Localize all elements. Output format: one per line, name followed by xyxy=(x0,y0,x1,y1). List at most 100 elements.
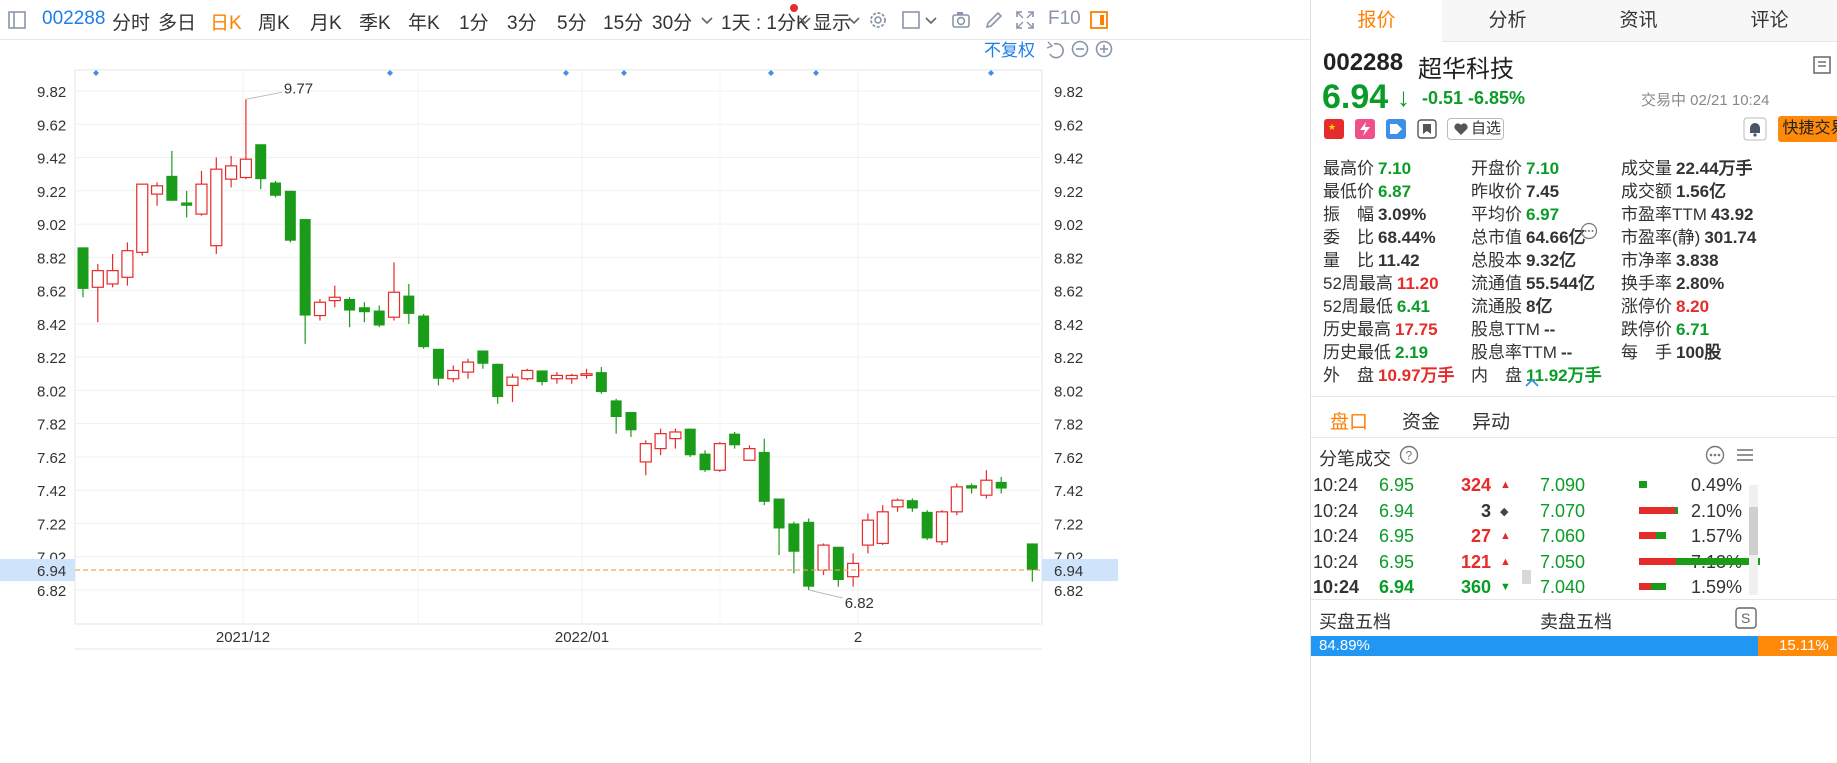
candle-body xyxy=(684,428,696,456)
help-icon[interactable]: ? xyxy=(1398,444,1420,466)
tab-capital[interactable]: 资金 xyxy=(1402,412,1441,433)
bell-icon[interactable] xyxy=(1743,117,1767,141)
candle xyxy=(121,242,134,286)
candle-body xyxy=(91,270,104,288)
fullscreen-icon[interactable] xyxy=(1014,9,1036,31)
more-icon[interactable] xyxy=(1704,444,1726,466)
candle xyxy=(684,428,696,457)
add-watchlist-button[interactable]: 自选 xyxy=(1447,118,1504,140)
candle xyxy=(255,144,267,190)
tab-comments[interactable]: 评论 xyxy=(1750,10,1789,31)
tick-time: 10:24 xyxy=(1313,475,1359,495)
pencil-icon[interactable] xyxy=(983,9,1005,31)
y-tick-label: 9.02 xyxy=(37,217,66,234)
stat-item: 52周最高 11.20 xyxy=(1323,269,1439,294)
menu-icon[interactable] xyxy=(1733,444,1757,466)
quick-trade-button[interactable]: 快捷交易 xyxy=(1778,116,1837,142)
chevron-down-icon[interactable] xyxy=(794,9,816,31)
candle xyxy=(313,298,327,321)
zoom-out-icon[interactable] xyxy=(1071,40,1089,58)
tag-icon xyxy=(1386,119,1406,139)
svg-text:★: ★ xyxy=(1328,122,1336,132)
display-menu[interactable]: 显示 xyxy=(813,13,852,34)
chevron-up-icon[interactable] xyxy=(1523,377,1541,389)
tick-volume: 324 xyxy=(1460,475,1491,495)
period-tab[interactable]: 5分 xyxy=(557,13,587,34)
stat-value: 1.56亿 xyxy=(1676,182,1727,201)
candle-body xyxy=(729,433,741,446)
stat-item: 量 比 11.42 xyxy=(1323,246,1420,271)
undo-icon[interactable] xyxy=(1046,41,1064,59)
stat-label: 成交量 xyxy=(1621,159,1672,178)
camera-icon[interactable] xyxy=(950,9,972,31)
zoom-in-icon[interactable] xyxy=(1095,40,1113,58)
candle-body xyxy=(195,183,208,215)
list-icon[interactable] xyxy=(1811,54,1833,76)
no-restore-toggle[interactable]: 不复权 xyxy=(984,41,1035,60)
period-tab[interactable]: 15分 xyxy=(603,13,644,34)
scrollbar-thumb[interactable] xyxy=(1522,570,1531,584)
candle xyxy=(610,398,622,434)
period-tab-active[interactable]: 日K xyxy=(210,13,242,34)
candle xyxy=(299,219,311,344)
chevron-down-icon[interactable] xyxy=(696,9,718,31)
tick-direction-icon: ▲ xyxy=(1500,479,1511,491)
svg-text:S: S xyxy=(1741,610,1750,626)
tab-news[interactable]: 资讯 xyxy=(1619,10,1658,31)
candle-body xyxy=(950,486,963,513)
period-tab[interactable]: 季K xyxy=(359,13,391,34)
period-tab[interactable]: 多日 xyxy=(158,13,197,34)
stat-label: 总市值 xyxy=(1471,228,1522,247)
svg-text:?: ? xyxy=(1406,449,1413,463)
stat-item: 最高价 7.10 xyxy=(1323,154,1411,179)
dist-bar-red xyxy=(1639,583,1651,590)
gear-icon[interactable] xyxy=(867,9,889,31)
period-tab[interactable]: 月K xyxy=(310,13,342,34)
tab-quote[interactable]: 报价 xyxy=(1311,0,1442,42)
price-change-pct: -6.85% xyxy=(1468,88,1526,108)
stat-label: 涨停价 xyxy=(1621,297,1672,316)
period-tab[interactable]: 周K xyxy=(258,13,290,34)
candle xyxy=(492,363,504,404)
period-tab[interactable]: 3分 xyxy=(507,13,537,34)
low-label: 6.82 xyxy=(845,595,874,612)
chevron-down-icon[interactable] xyxy=(843,9,865,31)
y-tick-label: 7.22 xyxy=(1054,516,1083,533)
more-info-icon[interactable] xyxy=(1580,222,1598,240)
chart-grid xyxy=(74,69,1043,625)
y-tick-label: 9.42 xyxy=(37,151,66,168)
panel-toggle-icon[interactable] xyxy=(1088,9,1110,31)
bookmark-icon[interactable] xyxy=(1416,118,1438,140)
period-tab[interactable]: 30分 xyxy=(652,13,693,34)
period-tab[interactable]: 年K xyxy=(408,13,440,34)
candle xyxy=(773,498,785,556)
scrollbar-track[interactable] xyxy=(1749,485,1758,595)
candle xyxy=(77,247,89,298)
candle-body xyxy=(699,453,711,471)
candle xyxy=(328,285,341,308)
buy-sell-ratio-bar: 84.89% 15.11% xyxy=(1311,636,1837,656)
buy-ratio-label: 84.89% xyxy=(1319,637,1370,654)
scrollbar-thumb[interactable] xyxy=(1749,507,1758,555)
dist-bar-green xyxy=(1639,481,1648,488)
tab-alerts[interactable]: 异动 xyxy=(1472,412,1511,433)
f10-button[interactable]: F10 xyxy=(1048,8,1081,29)
s-badge-icon[interactable]: S xyxy=(1734,606,1758,630)
stat-label: 开盘价 xyxy=(1471,159,1522,178)
stat-label: 52周最低 xyxy=(1323,297,1393,316)
candle-body xyxy=(225,165,238,180)
tab-orderbook[interactable]: 盘口 xyxy=(1330,412,1369,433)
candle xyxy=(669,428,682,449)
sidebar-toggle-icon[interactable] xyxy=(6,9,28,31)
period-tab[interactable]: 分时 xyxy=(112,13,151,34)
candle xyxy=(950,483,963,516)
tab-analysis[interactable]: 分析 xyxy=(1488,10,1527,31)
candle-body xyxy=(758,451,770,502)
candlestick-chart[interactable]: 2021/12 2022/01 2 9.82 9.62 9.42 9.22 9.02 8.82… xyxy=(0,40,1310,763)
period-tab[interactable]: 1分 xyxy=(459,13,489,34)
candle xyxy=(550,372,564,384)
stat-label: 股息率TTM xyxy=(1471,343,1557,362)
interval-select[interactable]: 1天 : 1分K xyxy=(721,13,809,34)
checkbox-icon[interactable] xyxy=(900,9,922,31)
chevron-down-icon[interactable] xyxy=(920,9,942,31)
